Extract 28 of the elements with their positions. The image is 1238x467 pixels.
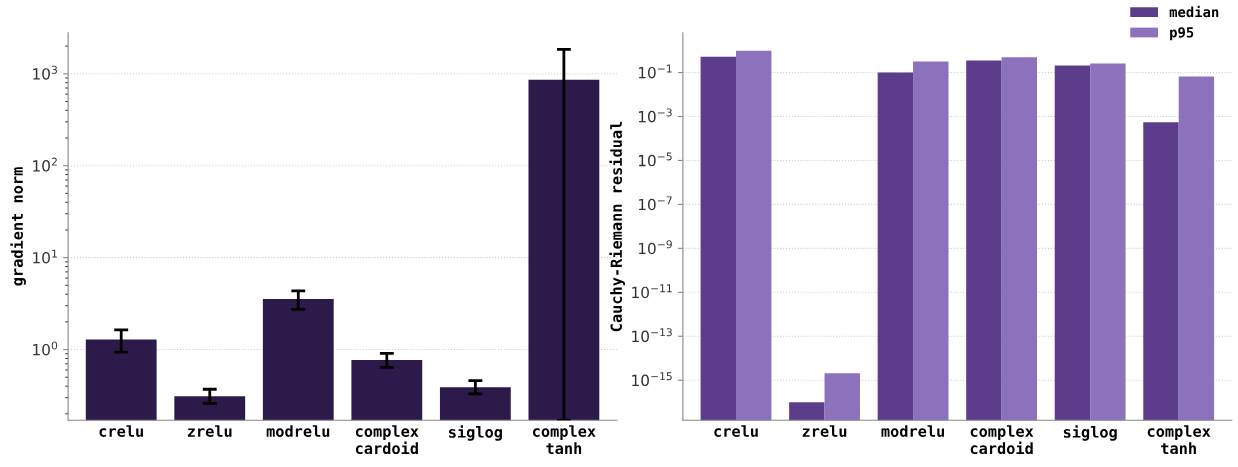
x-tick-label: crelu — [714, 425, 758, 437]
x-tick-label: siglog — [449, 425, 502, 441]
x-tick-label: crelu — [99, 425, 143, 437]
x-tick-label: complex cardoid — [970, 425, 1034, 455]
y-tick-label: 10$^{2}$ — [33, 157, 57, 172]
x-tick-label: complex cardoid — [355, 425, 419, 455]
x-tick-label: complex tanh — [532, 425, 596, 455]
y-axis-title: gradient norm — [10, 167, 26, 286]
y-tick-label: 10$^{−3}$ — [638, 108, 672, 123]
y-tick-label: 10$^{−15}$ — [632, 372, 672, 387]
y-tick-label: 10$^{−9}$ — [638, 240, 672, 255]
y-tick-label: 10$^{−1}$ — [638, 64, 672, 79]
y-tick-label: 10$^{−11}$ — [632, 284, 672, 299]
y-tick-label: 10$^{−13}$ — [632, 328, 672, 343]
x-tick-label: modrelu — [881, 425, 944, 437]
y-tick-label: 10$^{1}$ — [33, 249, 57, 264]
legend-label: p95 — [1170, 27, 1194, 41]
y-tick-label: 10$^{0}$ — [33, 341, 58, 356]
legend-label: median — [1169, 5, 1219, 18]
y-tick-label: 10$^{3}$ — [33, 65, 58, 80]
y-tick-label: 10$^{−7}$ — [638, 196, 672, 211]
x-tick-label: siglog — [1063, 425, 1117, 441]
y-tick-label: 10$^{−5}$ — [638, 152, 672, 167]
x-tick-label: modrelu — [266, 425, 330, 437]
y-axis-title: Cauchy-Riemann residual — [609, 121, 625, 332]
x-tick-label: zrelu — [187, 425, 232, 437]
x-tick-label: zrelu — [802, 425, 847, 437]
x-tick-label: complex tanh — [1147, 425, 1211, 455]
